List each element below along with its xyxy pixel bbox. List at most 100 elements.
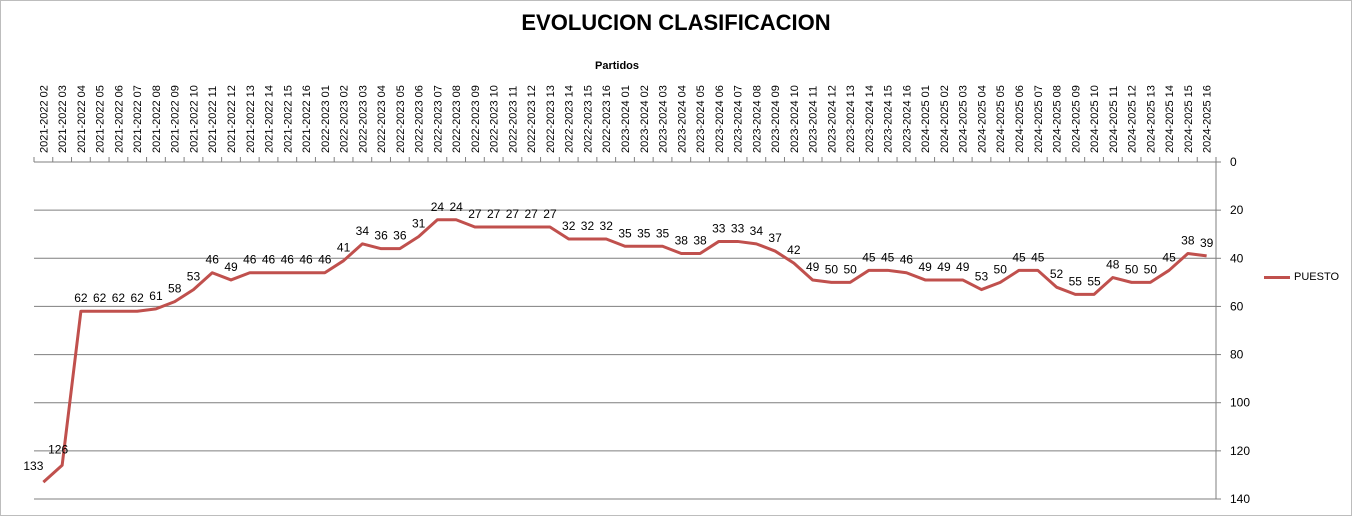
data-label: 45: [1012, 250, 1026, 264]
data-label: 41: [337, 241, 351, 255]
data-label: 27: [506, 207, 520, 221]
x-tick-label: 2021-2022 13: [245, 85, 257, 153]
data-label: 49: [806, 260, 820, 274]
x-tick-label: 2022-2023 09: [470, 85, 482, 153]
data-label: 46: [206, 253, 220, 267]
x-tick-label: 2022-2023 06: [414, 85, 426, 153]
x-tick-label: 2024-2025 01: [920, 85, 932, 153]
x-tick-label: 2022-2023 14: [564, 85, 576, 153]
data-label: 126: [48, 442, 68, 456]
y-tick-label: 0: [1230, 155, 1237, 169]
data-label: 42: [787, 243, 801, 257]
x-tick-label: 2024-2025 13: [1145, 85, 1157, 153]
data-label: 46: [243, 253, 257, 267]
x-tick-label: 2024-2025 06: [1014, 85, 1026, 153]
x-tick-label: 2023-2024 12: [826, 85, 838, 153]
x-tick-label: 2021-2022 08: [151, 85, 163, 153]
data-label: 27: [543, 207, 557, 221]
data-label: 27: [487, 207, 501, 221]
x-tick-label: 2024-2025 08: [1052, 85, 1064, 153]
data-label: 53: [187, 270, 201, 284]
x-tick-label: 2023-2024 10: [789, 85, 801, 153]
x-tick-label: 2024-2025 16: [1202, 85, 1214, 153]
x-tick-label: 2023-2024 04: [676, 85, 688, 153]
x-tick-label: 2023-2024 05: [695, 85, 707, 153]
data-label: 37: [768, 231, 782, 245]
x-tick-label: 2022-2023 03: [357, 85, 369, 153]
legend-label-puesto: PUESTO: [1294, 271, 1340, 283]
data-label: 27: [468, 207, 482, 221]
x-tick-label: 2021-2022 12: [226, 85, 238, 153]
x-tick-label: 2021-2022 09: [170, 85, 182, 153]
data-label: 45: [862, 250, 876, 264]
data-label: 38: [675, 233, 689, 247]
x-tick-label: 2022-2023 05: [395, 85, 407, 153]
data-label: 48: [1106, 258, 1120, 272]
data-label: 32: [562, 219, 576, 233]
x-tick-label: 2021-2022 14: [264, 85, 276, 153]
x-tick-label: 2022-2023 01: [320, 85, 332, 153]
x-tick-label: 2022-2023 12: [526, 85, 538, 153]
y-tick-label: 40: [1230, 251, 1244, 265]
data-label: 50: [1144, 262, 1158, 276]
x-tick-label: 2021-2022 03: [57, 85, 69, 153]
x-tick-label: 2022-2023 16: [601, 85, 613, 153]
data-label: 34: [356, 224, 370, 238]
x-tick-label: 2022-2023 08: [451, 85, 463, 153]
x-tick-label: 2021-2022 10: [188, 85, 200, 153]
data-label: 32: [581, 219, 595, 233]
x-tick-labels: 2021-2022 02 2021-2022 03 2021-2022 04 2021…: [38, 85, 1213, 153]
x-tick-label: 2023-2024 06: [714, 85, 726, 153]
x-tick-label: 2022-2023 11: [507, 86, 519, 153]
x-tick-label: 2022-2023 07: [432, 85, 444, 153]
x-tick-label: 2021-2022 11: [207, 86, 219, 153]
data-label: 50: [843, 262, 857, 276]
y-tick-label: 80: [1230, 348, 1244, 362]
chart-title: EVOLUCION CLASIFICACION: [521, 10, 831, 35]
data-label: 38: [693, 233, 707, 247]
axes: [33, 157, 1221, 500]
data-label: 31: [412, 217, 426, 231]
x-tick-label: 2021-2022 05: [95, 85, 107, 153]
y-tick-label: 120: [1230, 444, 1250, 458]
x-tick-label: 2022-2023 02: [339, 85, 351, 153]
x-tick-label: 2024-2025 02: [939, 85, 951, 153]
x-tick-label: 2023-2024 01: [620, 85, 632, 153]
data-label: 38: [1181, 233, 1195, 247]
y-tick-label: 20: [1230, 203, 1244, 217]
x-tick-label: 2023-2024 09: [770, 85, 782, 153]
x-tick-label: 2022-2023 15: [582, 85, 594, 153]
data-label: 62: [93, 291, 107, 305]
x-tick-label: 2024-2025 03: [958, 85, 970, 153]
series-layer: [42, 218, 1207, 484]
x-tick-label: 2024-2025 14: [1164, 85, 1176, 153]
data-label: 46: [281, 253, 295, 267]
data-label: 35: [618, 226, 632, 240]
data-label: 55: [1069, 274, 1083, 288]
data-label: 52: [1050, 267, 1064, 281]
x-tick-label: 2022-2023 04: [376, 85, 388, 153]
x-tick-label: 2024-2025 11: [1108, 86, 1120, 153]
data-label: 45: [881, 250, 895, 264]
gridlines: [34, 209, 1216, 500]
legend-swatch-puesto: [1264, 275, 1290, 279]
x-tick-label: 2023-2024 13: [845, 85, 857, 153]
y-tick-label: 140: [1230, 492, 1250, 506]
x-tick-label: 2023-2024 08: [751, 85, 763, 153]
data-label: 58: [168, 282, 182, 296]
data-label: 53: [975, 270, 989, 284]
y-tick-label: 100: [1230, 396, 1250, 410]
x-tick-label: 2024-2025 15: [1183, 85, 1195, 153]
data-label: 46: [262, 253, 276, 267]
data-labels: 133 126 62 62 62 62 61 58 53 46 49 46 46 46 46 46 41 34 36…: [23, 200, 1213, 473]
x-tick-label: 2023-2024 07: [733, 85, 745, 153]
data-label: 33: [712, 221, 726, 235]
data-label: 46: [299, 253, 313, 267]
legend: PUESTO: [1264, 271, 1339, 283]
data-label: 33: [731, 221, 745, 235]
data-label: 62: [131, 291, 145, 305]
x-tick-label: 2023-2024 15: [883, 85, 895, 153]
data-label: 49: [937, 260, 951, 274]
data-label: 133: [23, 459, 43, 473]
